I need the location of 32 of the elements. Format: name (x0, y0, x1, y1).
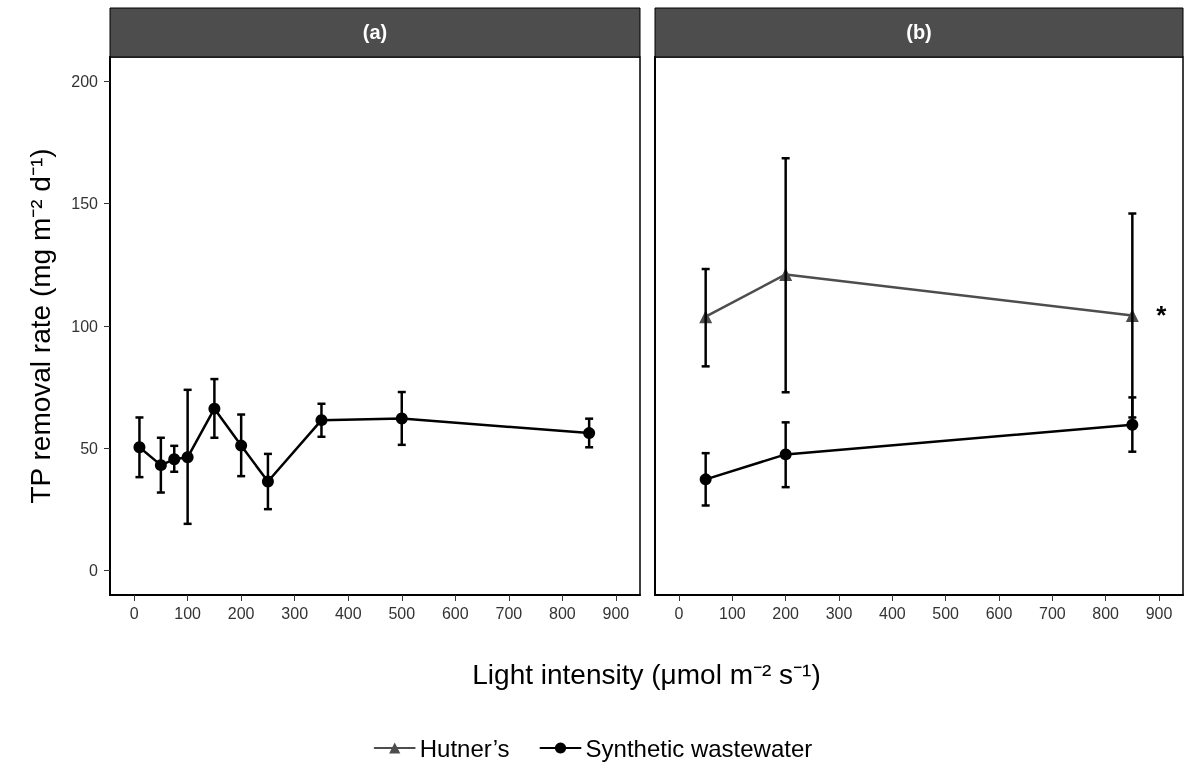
x-tick-label: 500 (932, 604, 960, 622)
x-tick-label: 200 (227, 604, 255, 622)
x-tick-label: 300 (825, 604, 853, 622)
x-axis-title: Light intensity (μmol m⁻² s⁻¹) (472, 658, 821, 690)
x-tick-label: 700 (1038, 604, 1066, 622)
y-axis-title: TP removal rate (mg m⁻² d⁻¹) (24, 148, 56, 504)
x-tick-label: 0 (674, 604, 684, 622)
chart-title: (b) (906, 21, 932, 43)
y-tick-label: 50 (80, 439, 99, 457)
x-tick-label: 600 (441, 604, 469, 622)
chart-title: (a) (362, 21, 388, 43)
legend-label: Hutner’s (419, 734, 510, 762)
x-tick-label: 900 (1145, 604, 1173, 622)
x-tick-label: 800 (1092, 604, 1120, 622)
x-tick-label: 500 (388, 604, 416, 622)
legend-label: Synthetic wastewater (585, 734, 813, 762)
x-tick-label: 100 (174, 604, 202, 622)
x-tick-label: 400 (878, 604, 906, 622)
annotation: * (1156, 300, 1168, 331)
x-tick-label: 100 (718, 604, 746, 622)
y-tick-label: 200 (71, 72, 99, 90)
x-tick-label: 300 (281, 604, 309, 622)
x-tick-label: 0 (129, 604, 139, 622)
x-tick-label: 700 (495, 604, 523, 622)
y-tick-label: 100 (71, 317, 99, 335)
x-tick-label: 900 (602, 604, 630, 622)
y-tick-label: 150 (71, 195, 99, 213)
x-tick-label: 200 (772, 604, 800, 622)
x-tick-label: 800 (549, 604, 576, 622)
x-tick-label: 600 (985, 604, 1013, 622)
y-tick-label: 0 (89, 562, 99, 580)
x-tick-label: 400 (334, 604, 362, 622)
